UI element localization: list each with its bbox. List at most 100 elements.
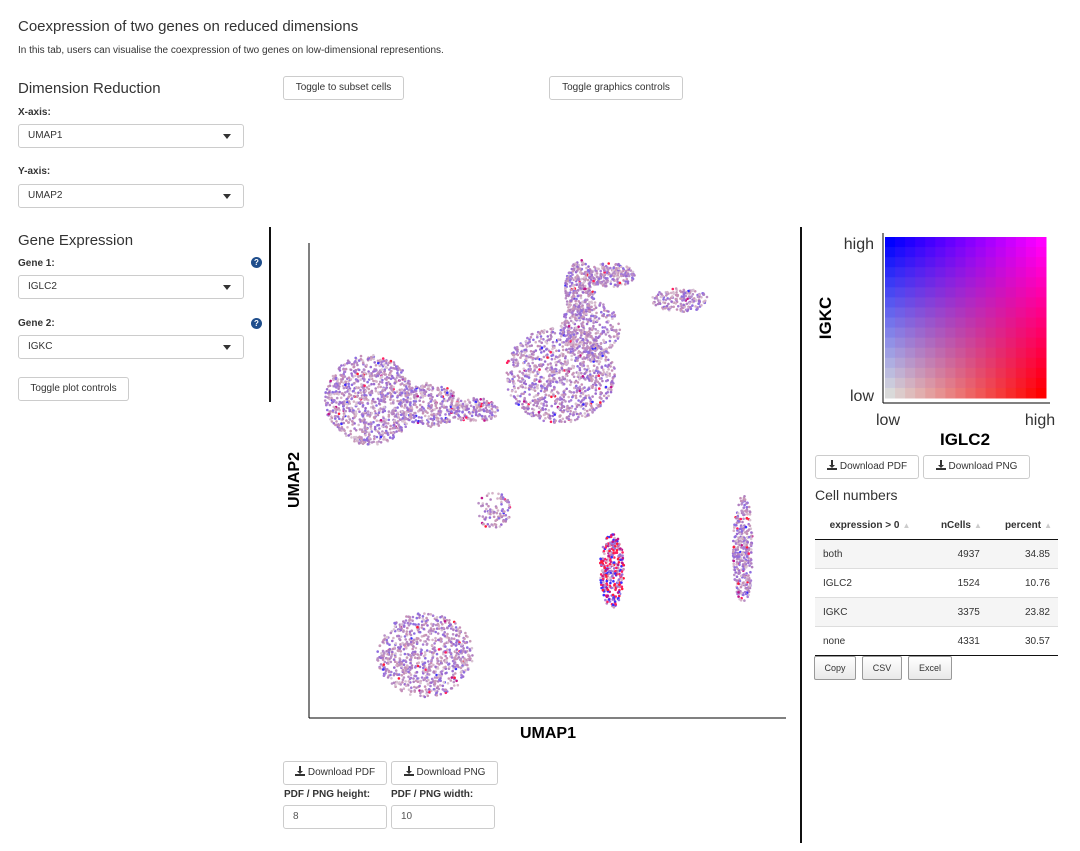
y-axis-select[interactable]: UMAP2 bbox=[18, 184, 244, 208]
data-point bbox=[342, 381, 345, 385]
data-point bbox=[512, 355, 516, 359]
data-point bbox=[599, 333, 602, 336]
data-point bbox=[422, 407, 425, 410]
data-point bbox=[343, 363, 347, 366]
data-point bbox=[387, 410, 391, 413]
data-point bbox=[575, 412, 579, 416]
data-point bbox=[631, 273, 634, 277]
data-point bbox=[486, 523, 490, 526]
help-icon[interactable]: ? bbox=[251, 257, 262, 268]
data-point bbox=[620, 577, 623, 581]
data-point bbox=[401, 681, 404, 684]
data-point bbox=[410, 386, 414, 390]
data-point bbox=[536, 386, 539, 390]
data-point bbox=[554, 363, 558, 367]
data-point bbox=[449, 623, 452, 627]
x-axis-select[interactable]: UMAP1 bbox=[18, 124, 244, 148]
data-point bbox=[430, 410, 433, 413]
data-point bbox=[599, 573, 603, 576]
data-point bbox=[364, 389, 368, 393]
data-point bbox=[382, 371, 385, 375]
data-point bbox=[569, 299, 573, 303]
data-point bbox=[456, 683, 460, 687]
data-point bbox=[574, 348, 577, 352]
data-point bbox=[516, 362, 520, 365]
data-point bbox=[692, 288, 695, 292]
toggle-graphics-button[interactable]: Toggle graphics controls bbox=[549, 76, 683, 100]
data-point bbox=[388, 436, 392, 439]
data-point bbox=[743, 503, 746, 507]
data-point bbox=[329, 418, 332, 421]
toggle-plot-controls-button[interactable]: Toggle plot controls bbox=[18, 377, 129, 401]
data-point bbox=[534, 382, 537, 386]
data-point bbox=[586, 320, 590, 323]
data-point bbox=[357, 423, 360, 427]
data-point bbox=[593, 304, 597, 307]
help-icon[interactable]: ? bbox=[251, 318, 262, 329]
data-point bbox=[414, 397, 418, 400]
data-point bbox=[386, 392, 390, 395]
data-point bbox=[599, 281, 603, 285]
data-point bbox=[540, 351, 543, 354]
data-point bbox=[567, 367, 571, 371]
data-point bbox=[406, 626, 409, 630]
data-point bbox=[561, 331, 565, 335]
data-point bbox=[437, 674, 440, 678]
data-point bbox=[545, 341, 549, 345]
data-point bbox=[576, 267, 580, 271]
data-point bbox=[739, 496, 742, 500]
data-point bbox=[457, 656, 461, 659]
data-point bbox=[338, 382, 342, 385]
data-point bbox=[745, 543, 748, 547]
data-point bbox=[616, 280, 620, 284]
data-point bbox=[594, 383, 598, 387]
data-point bbox=[583, 396, 587, 400]
data-point bbox=[349, 406, 353, 410]
data-point bbox=[575, 291, 579, 295]
data-point bbox=[363, 393, 366, 397]
data-point bbox=[592, 324, 595, 328]
data-point bbox=[573, 295, 576, 298]
data-point bbox=[359, 354, 363, 358]
data-point bbox=[551, 414, 555, 418]
data-point bbox=[440, 388, 444, 392]
data-point bbox=[604, 364, 607, 367]
data-point bbox=[743, 599, 746, 602]
data-point bbox=[561, 364, 564, 367]
data-point bbox=[410, 416, 413, 420]
data-point bbox=[457, 642, 461, 646]
data-point bbox=[558, 398, 562, 401]
data-point bbox=[485, 400, 489, 404]
data-point bbox=[504, 499, 508, 503]
toggle-subset-button[interactable]: Toggle to subset cells bbox=[283, 76, 404, 100]
data-point bbox=[421, 615, 425, 618]
data-point bbox=[578, 278, 581, 282]
data-point bbox=[332, 378, 335, 381]
data-point bbox=[733, 523, 736, 526]
data-point bbox=[691, 292, 695, 296]
data-point bbox=[547, 382, 551, 385]
gene2-select[interactable]: IGKC bbox=[18, 335, 244, 359]
data-point bbox=[604, 358, 607, 361]
data-point bbox=[360, 428, 364, 431]
data-point bbox=[436, 632, 440, 635]
data-point bbox=[448, 665, 451, 669]
data-point bbox=[580, 414, 584, 418]
data-point bbox=[421, 617, 425, 620]
data-point bbox=[669, 291, 673, 295]
data-point bbox=[331, 409, 335, 412]
data-point bbox=[342, 405, 345, 408]
data-point bbox=[582, 310, 586, 314]
data-point bbox=[426, 387, 430, 391]
data-point bbox=[558, 371, 561, 374]
data-point bbox=[384, 418, 388, 422]
data-point bbox=[384, 377, 387, 381]
data-point bbox=[354, 410, 358, 413]
data-point bbox=[334, 377, 337, 381]
data-point bbox=[573, 381, 577, 384]
data-point bbox=[405, 656, 409, 659]
data-point bbox=[610, 380, 614, 384]
gene1-select[interactable]: IGLC2 bbox=[18, 275, 244, 299]
data-point bbox=[374, 364, 378, 367]
data-point bbox=[614, 263, 617, 266]
